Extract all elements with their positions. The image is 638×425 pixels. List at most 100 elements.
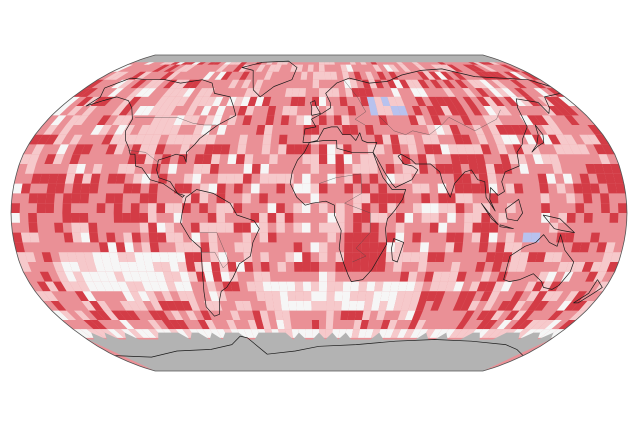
grid-cell-1046 [96, 301, 112, 311]
grid-cell-614 [96, 203, 106, 213]
grid-cell-892 [581, 262, 594, 272]
grid-cell-109 [241, 79, 252, 89]
grid-cell-652 [70, 213, 80, 223]
grid-cell-1040 [549, 291, 564, 301]
grid-cell-924 [407, 271, 418, 282]
grid-cell-1163 [537, 320, 555, 330]
grid-cell-459 [92, 164, 103, 174]
grid-cell-411 [561, 144, 574, 155]
grid-cell-592 [259, 193, 268, 204]
grid-cell-586 [148, 193, 158, 204]
grid-cell-401 [448, 144, 459, 155]
grid-cell-402 [456, 144, 467, 155]
grid-cell-239 [376, 106, 386, 116]
grid-cell-978 [397, 281, 408, 292]
grid-cell-585 [139, 193, 149, 204]
grid-cell-1111 [259, 310, 269, 320]
grid-cell-1220 [436, 329, 449, 338]
grid-cell-555 [310, 183, 319, 194]
grid-cell-672 [378, 213, 388, 223]
grid-cell-820 [302, 252, 311, 262]
grid-cell-448 [475, 154, 486, 164]
grid-cell-1222 [449, 329, 463, 338]
grid-cell-1154 [414, 320, 427, 330]
grid-cell-922 [327, 271, 336, 282]
grid-cell-744 [369, 232, 379, 243]
grid-cell-39 [232, 64, 245, 72]
grid-cell-514 [276, 173, 286, 184]
grid-cell-50 [372, 64, 383, 72]
grid-cell-997 [74, 291, 89, 301]
grid-cell-645 [541, 203, 550, 213]
grid-cell-94 [503, 71, 522, 80]
grid-cell-282 [415, 115, 427, 125]
grid-cell-153 [351, 88, 360, 97]
grid-cell-1032 [457, 291, 469, 301]
grid-cell-286 [489, 115, 503, 125]
grid-cell-739 [267, 232, 277, 243]
grid-cell-343 [206, 134, 217, 145]
grid-cell-755 [530, 232, 541, 243]
grid-cell-577 [28, 193, 38, 204]
grid-cell-598 [387, 193, 396, 204]
grid-cell-68 [165, 71, 181, 80]
grid-cell-259 [73, 115, 89, 125]
grid-cell-648 [618, 203, 627, 213]
grid-cell-929 [456, 271, 467, 282]
grid-cell-242 [397, 106, 409, 116]
grid-cell-691 [88, 222, 98, 233]
grid-cell-560 [412, 183, 422, 194]
grid-cell-415 [601, 144, 615, 155]
grid-cell-903 [105, 271, 118, 282]
grid-cell-584 [114, 193, 124, 204]
grid-cell-528 [537, 173, 548, 184]
grid-cell-860 [160, 262, 172, 272]
grid-cell-466 [209, 164, 220, 174]
grid-cell-41 [255, 64, 266, 72]
grid-cell-354 [429, 134, 440, 145]
grid-cell-481 [452, 164, 462, 174]
grid-cell-604 [463, 193, 473, 204]
grid-cell-348 [374, 134, 384, 145]
grid-cell-128 [478, 79, 495, 89]
grid-cell-246 [440, 106, 453, 116]
grid-cell-396 [391, 144, 402, 155]
grid-cell-99 [117, 79, 135, 89]
grid-cell-689 [71, 222, 81, 233]
grid-cell-1001 [137, 291, 151, 301]
grid-cell-722 [20, 232, 31, 243]
grid-cell-959 [246, 281, 256, 292]
grid-cell-698 [207, 222, 217, 233]
grid-cell-983 [445, 281, 457, 292]
grid-cell-793 [604, 242, 616, 253]
grid-cell-200 [414, 96, 427, 106]
grid-cell-330 [69, 134, 83, 145]
grid-cell-717 [472, 222, 482, 233]
grid-cell-432 [269, 154, 278, 164]
grid-cell-207 [483, 96, 498, 106]
grid-cell-287 [519, 115, 534, 125]
grid-cell-544 [148, 183, 159, 194]
grid-cell-904 [113, 271, 126, 282]
grid-cell-1045 [89, 301, 104, 311]
grid-cell-1083 [460, 301, 473, 311]
grid-cell-534 [613, 173, 624, 184]
grid-cell-943 [85, 281, 99, 292]
grid-cell-909 [154, 271, 166, 282]
grid-cell-506 [183, 173, 193, 184]
grid-cell-367 [579, 134, 594, 145]
grid-cell-1236 [540, 329, 559, 338]
grid-cell-919 [253, 271, 263, 282]
grid-cell-976 [382, 281, 392, 292]
grid-cell-283 [430, 115, 442, 125]
grid-cell-1119 [376, 310, 386, 320]
grid-cell-908 [146, 271, 158, 282]
grid-cell-161 [475, 88, 490, 97]
grid-cell-839 [518, 252, 530, 262]
grid-cell-729 [123, 232, 133, 243]
grid-cell-832 [418, 252, 429, 262]
grid-cell-1150 [360, 320, 369, 330]
grid-cell-768 [191, 242, 202, 253]
grid-cell-1035 [487, 291, 501, 301]
grid-cell-33 [111, 64, 133, 72]
